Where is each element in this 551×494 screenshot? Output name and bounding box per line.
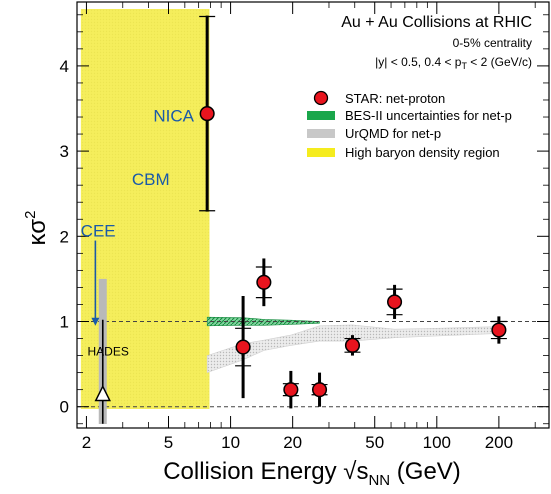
- legend: STAR: net-proton BES-II uncertainties fo…: [307, 90, 512, 160]
- chart-subtitle-centrality: 0-5% centrality: [453, 36, 532, 50]
- legend-label-bes: BES-II uncertainties for net-p: [345, 108, 512, 123]
- y-title-main: κσ: [24, 219, 51, 246]
- legend-marker-star: [313, 90, 329, 106]
- x-title-part-sqrt: √s: [343, 458, 368, 485]
- bes-ii-band: [206, 316, 320, 327]
- y-axis-title: κσ2: [22, 211, 51, 246]
- x-tick-label: 2: [82, 433, 91, 452]
- x-title-part-a: Collision Energy: [163, 458, 343, 485]
- x-tick-label: 20: [283, 433, 302, 452]
- x-tick-label: 10: [221, 433, 240, 452]
- data-point: [283, 382, 299, 398]
- data-point: [235, 339, 251, 355]
- chart-title: Au + Au Collisions at RHIC: [341, 14, 532, 31]
- data-point-layer: [199, 15, 507, 409]
- data-point: [344, 337, 361, 353]
- x-axis-title: Collision Energy √sNN (GeV): [163, 458, 461, 489]
- y-title-superscript: 2: [22, 211, 39, 219]
- data-point: [199, 106, 215, 122]
- legend-label-urqmd: UrQMD for net-p: [345, 126, 441, 141]
- annotation-layer: NICA CBM CEE HADES: [81, 106, 195, 358]
- model-band-layer: [206, 316, 500, 374]
- x-tick-label: 100: [423, 433, 451, 452]
- y-tick-label: 3: [60, 142, 69, 161]
- annotation-nica: NICA: [153, 106, 194, 125]
- axis-layer: 0 1 2 3 4 2 5 10 20 50 100 200: [60, 1, 550, 452]
- cuts-part-b: < 2 (GeV/c): [467, 55, 532, 69]
- cuts-part-subscript: T: [461, 61, 467, 71]
- legend-label-region: High baryon density region: [345, 145, 500, 160]
- x-title-part-b: (GeV): [390, 458, 461, 485]
- cee-arrow-head: [91, 317, 100, 326]
- x-title-subscript: NN: [368, 472, 390, 489]
- y-tick-label: 4: [60, 57, 69, 76]
- hades-marker: [94, 384, 111, 402]
- legend-swatch-region: [307, 148, 335, 157]
- y-tick-label: 1: [60, 313, 69, 332]
- x-tick-label: 200: [485, 433, 513, 452]
- legend-swatch-urqmd: [307, 129, 335, 138]
- data-point: [311, 382, 328, 398]
- y-tick-label: 0: [60, 398, 69, 417]
- x-tick-label: 50: [365, 433, 384, 452]
- hades-layer: [94, 278, 111, 424]
- y-tick-label: 2: [60, 227, 69, 246]
- annotation-cbm: CBM: [132, 170, 170, 189]
- data-point: [387, 294, 403, 310]
- data-point: [256, 274, 272, 290]
- annotation-hades: HADES: [88, 345, 129, 359]
- chart-subtitle-cuts: |y| < 0.5, 0.4 < pT < 2 (GeV/c): [375, 55, 532, 71]
- plot-frame: [76, 1, 550, 429]
- cuts-part-a: |y| < 0.5, 0.4 < p: [375, 55, 462, 69]
- legend-swatch-bes: [307, 111, 335, 120]
- x-tick-label: 5: [164, 433, 173, 452]
- legend-label-star: STAR: net-proton: [345, 91, 445, 106]
- annotation-cee: CEE: [81, 221, 116, 240]
- data-point: [491, 322, 507, 338]
- reference-line-layer: [77, 321, 549, 408]
